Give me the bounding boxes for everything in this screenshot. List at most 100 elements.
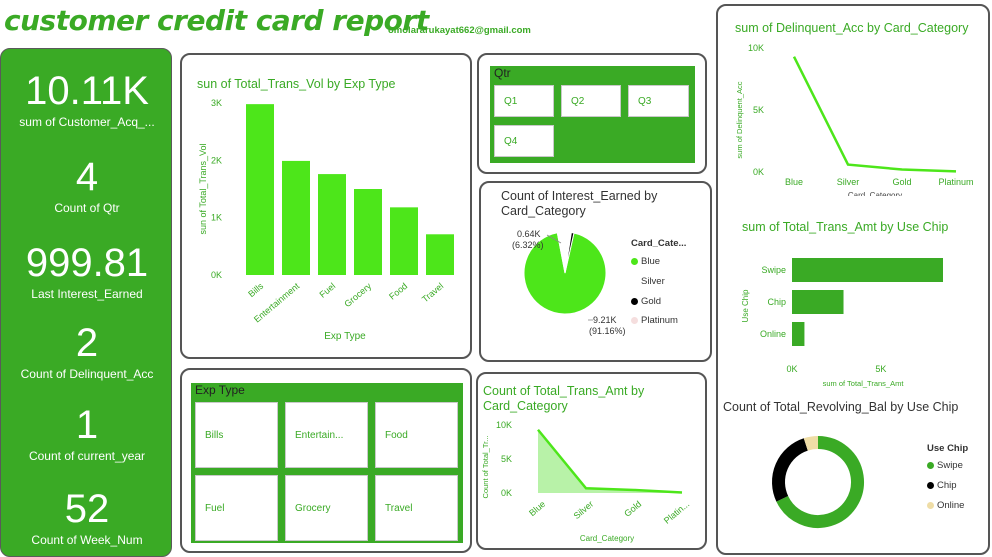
- slicer-card-exp: Exp Type Bills Entertain... Food Fuel Gr…: [180, 368, 472, 553]
- kpi-customer-acq[interactable]: 10.11K sum of Customer_Acq_...: [1, 71, 173, 129]
- kpi-delinquent-acc[interactable]: 2 Count of Delinquent_Acc: [1, 323, 173, 381]
- x-tick-label: Platin...: [662, 499, 691, 526]
- bar-entertainment: [282, 160, 310, 275]
- area-fill: [538, 429, 682, 493]
- kpi-value: 2: [75, 321, 99, 365]
- slicer-card-qtr: Qtr Q1 Q2 Q3 Q4: [477, 53, 707, 174]
- legend-label: Blue: [641, 256, 661, 267]
- x-tick-label: Bills: [246, 281, 265, 300]
- right-column-card: sum of Delinquent_Acc by Card_Category 0…: [716, 4, 990, 555]
- legend-label: Gold: [641, 296, 662, 307]
- kpi-interest-earned[interactable]: 999.81 Last Interest_Earned: [1, 243, 173, 301]
- x-tick-label: Gold: [892, 177, 911, 187]
- kpi-current-year[interactable]: 1 Count of current_year: [1, 405, 173, 463]
- kpi-panel: 10.11K sum of Customer_Acq_... 4 Count o…: [0, 48, 172, 557]
- x-tick-label: Food: [387, 281, 409, 302]
- slicer-option-food[interactable]: Food: [375, 402, 458, 468]
- x-tick-label: Travel: [420, 281, 445, 305]
- y-axis-label: sun of Total_Trans_Vol: [198, 143, 208, 234]
- kpi-value: 52: [64, 487, 110, 531]
- x-tick-label: Silver: [572, 499, 596, 521]
- x-tick-label: Grocery: [342, 281, 373, 310]
- y-tick-label: 0K: [211, 270, 222, 280]
- author-email: omolararukayat662@gmail.com: [388, 25, 531, 36]
- pie-slice-blue: [523, 232, 607, 315]
- donut-slice-online: [803, 436, 819, 451]
- legend-item-chip[interactable]: Chip: [927, 480, 957, 491]
- data-label-value: 9.21K: [593, 315, 617, 325]
- bar-food: [390, 207, 418, 275]
- chart-title: sum of Total_Trans_Amt by Use Chip: [742, 220, 949, 234]
- x-tick-label: Fuel: [317, 281, 337, 300]
- bar-swipe: [792, 258, 943, 282]
- slicer-option-fuel[interactable]: Fuel: [195, 475, 278, 541]
- y-tick-label: Chip: [767, 297, 786, 307]
- area-line: [537, 428, 683, 494]
- chip-bar-chart: Swipe Chip Online 0K 5K Use Chip sum of Total_…: [741, 258, 943, 388]
- chart-card-trans-amt[interactable]: Count of Total_Trans_Amt by Card_Categor…: [476, 372, 707, 550]
- chart-title: Count of Interest_Earned by Card_Categor…: [501, 189, 658, 218]
- legend-item-swipe[interactable]: Swipe: [927, 460, 963, 471]
- legend-label: Swipe: [937, 460, 963, 471]
- y-tick-label: 3K: [211, 98, 222, 108]
- series-line: [792, 56, 957, 173]
- kpi-count-qtr[interactable]: 4 Count of Qtr: [1, 157, 173, 215]
- legend-dot: [927, 481, 934, 489]
- x-tick-label: Gold: [622, 499, 643, 519]
- bar-chip: [792, 290, 844, 314]
- y-tick-label: 2K: [211, 155, 222, 165]
- x-axis-label: Card_Category: [580, 534, 634, 543]
- slicer-header: Qtr: [494, 66, 511, 80]
- slicer-option-q4[interactable]: Q4: [494, 125, 554, 157]
- slicer-option-q3[interactable]: Q3: [628, 85, 689, 117]
- legend-label: Silver: [641, 276, 665, 287]
- interest-pie-chart: 9.21K(91.16%) 0.64K(6.32%): [512, 229, 626, 336]
- kpi-label: sum of Customer_Acq_...: [19, 115, 155, 129]
- chart-card-interest[interactable]: Count of Interest_Earned by Card_Categor…: [479, 181, 712, 362]
- slicer-option-travel[interactable]: Travel: [375, 475, 458, 541]
- kpi-label: Count of Delinquent_Acc: [20, 367, 154, 381]
- legend-item-online[interactable]: Online: [927, 500, 964, 511]
- legend-item-gold[interactable]: Gold: [631, 296, 661, 307]
- donut-slice-swipe: [776, 436, 864, 528]
- kpi-value: 1: [75, 403, 99, 447]
- legend-dot: [927, 501, 934, 509]
- kpi-label: Count of Qtr: [54, 201, 120, 215]
- slicer-option-q1[interactable]: Q1: [494, 85, 554, 117]
- slicer-option-q2[interactable]: Q2: [561, 85, 621, 117]
- legend-dot: [631, 316, 638, 324]
- data-label-pct: (91.16%): [589, 326, 626, 336]
- legend-item-platinum[interactable]: Platinum: [631, 315, 678, 326]
- x-axis-label: Exp Type: [324, 331, 366, 342]
- y-tick-label: 1K: [211, 213, 222, 223]
- legend-title: Card_Cate...: [631, 238, 687, 249]
- x-tick-label: 5K: [875, 364, 886, 374]
- delinquent-line-chart: 0K 5K 10K Blue Silver Gold Platinum sum of Deli…: [735, 43, 974, 196]
- legend-dot: [631, 277, 638, 285]
- y-axis-label: sum of Delinquent_Acc: [735, 81, 744, 158]
- legend-item-silver[interactable]: Silver: [631, 276, 665, 287]
- kpi-value: 999.81: [25, 241, 149, 285]
- chart-card-trans-vol[interactable]: sun of Total_Trans_Vol by Exp Type 0K 1K 2…: [180, 53, 472, 359]
- legend-item-blue[interactable]: Blue: [631, 256, 660, 267]
- legend-dot: [927, 461, 934, 469]
- y-axis-label: Count of Total_Tr...: [481, 436, 490, 499]
- legend-label: Online: [937, 500, 965, 511]
- bar-travel: [426, 234, 454, 275]
- slicer-header: Exp Type: [195, 383, 245, 397]
- kpi-week-num[interactable]: 52 Count of Week_Num: [1, 489, 173, 547]
- slicer-option-grocery[interactable]: Grocery: [285, 475, 368, 541]
- slicer-option-bills[interactable]: Bills: [195, 402, 278, 468]
- y-tick-label: 10K: [748, 43, 764, 53]
- x-tick-label: Blue: [785, 177, 803, 187]
- x-tick-label: 0K: [786, 364, 797, 374]
- bar-fuel: [318, 174, 346, 275]
- pie-slice-gold: [564, 231, 575, 274]
- slicer-option-entertainment[interactable]: Entertain...: [285, 402, 368, 468]
- legend-dot: [631, 257, 638, 265]
- y-tick-label: Online: [760, 329, 786, 339]
- chart-title: sun of Total_Trans_Vol by Exp Type: [197, 77, 396, 91]
- y-tick-label: 0K: [501, 488, 512, 498]
- legend-label: Chip: [937, 480, 957, 491]
